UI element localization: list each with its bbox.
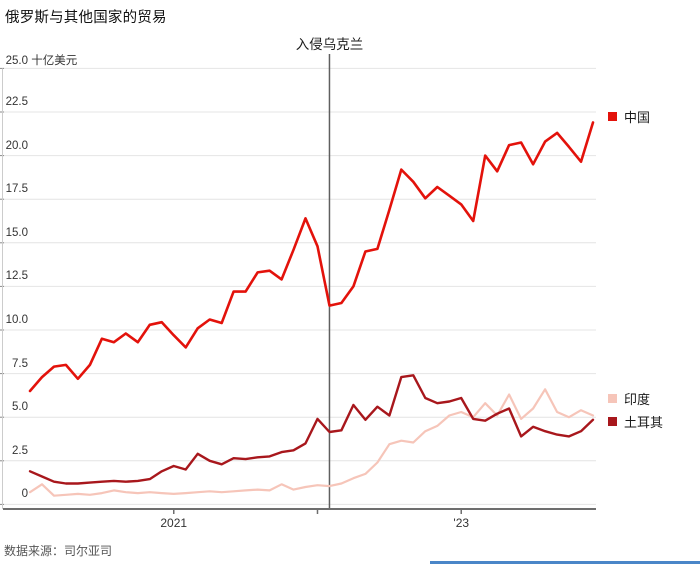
- event-annotation: 入侵乌克兰: [295, 37, 364, 52]
- bottom-accent-bar: [430, 561, 700, 564]
- legend-item-china: 中国: [608, 107, 650, 126]
- legend-swatch-india: [608, 394, 617, 403]
- ytick-label: 2.5: [12, 444, 28, 457]
- legend-swatch-turkey: [608, 417, 617, 426]
- series-line-turkey: [28, 374, 595, 485]
- legend-label-india: 印度: [624, 392, 651, 407]
- ytick-label: 10.0: [5, 314, 28, 326]
- source-note: 数据来源：司尔亚司: [4, 544, 113, 558]
- ytick-label: 0: [21, 488, 28, 501]
- legend-item-india: 印度: [608, 389, 650, 408]
- unit-label: 十亿美元: [28, 55, 78, 68]
- ytick-label: 7.5: [12, 357, 28, 370]
- xtick-label: '23: [453, 516, 470, 530]
- ytick-label: 12.5: [5, 270, 28, 283]
- series-line-china: [28, 121, 595, 393]
- xtick-label: 2021: [160, 516, 188, 530]
- ytick-label: 5.0: [12, 401, 28, 414]
- legend-item-turkey: 土耳其: [608, 412, 663, 431]
- legend-label-china: 中国: [624, 110, 651, 125]
- ytick-label: 25.0 十亿美元: [5, 55, 78, 68]
- ytick-label: 22.5: [5, 96, 28, 108]
- ytick-label: 20.0: [5, 139, 28, 152]
- ytick-label: 17.5: [5, 183, 28, 196]
- chart-title: 俄罗斯与其他国家的贸易: [5, 10, 167, 26]
- legend-swatch-china: [608, 112, 617, 121]
- legend-label-turkey: 土耳其: [624, 415, 664, 430]
- ytick-label: 15.0: [5, 226, 28, 239]
